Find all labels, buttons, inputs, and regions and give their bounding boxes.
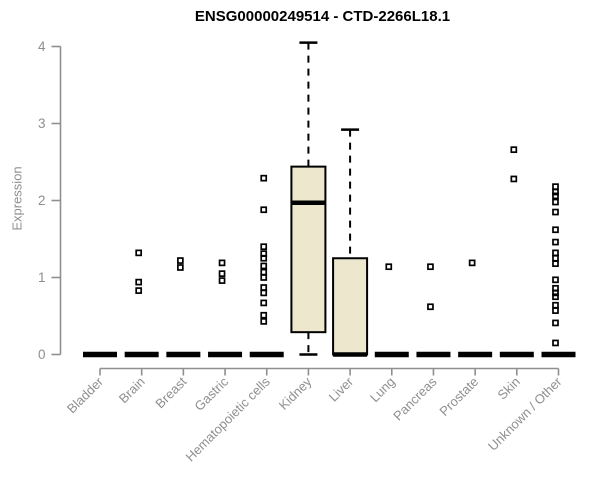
data-point-unknown-other <box>552 226 559 234</box>
data-point-unknown-other <box>552 208 559 216</box>
data-point-unknown-other <box>552 307 559 314</box>
x-tick-label-bladder: Bladder <box>64 374 107 417</box>
zero-box-unknown-other <box>541 351 576 358</box>
data-point-brain <box>135 249 143 257</box>
zero-box-breast <box>166 351 201 358</box>
data-point-unknown-other <box>552 249 559 257</box>
data-point-hematopoietic-cells <box>260 262 268 270</box>
data-point-unknown-other <box>552 339 559 347</box>
zero-box-skin <box>499 351 534 358</box>
data-point-gastric <box>218 277 226 284</box>
data-point-unknown-other <box>552 192 559 200</box>
data-point-pancreas <box>427 303 434 311</box>
zero-box-pancreas <box>416 351 451 358</box>
data-point-lung <box>385 263 393 271</box>
chart-title: ENSG00000249514 - CTD-2266L18.1 <box>194 8 451 25</box>
x-tick-label-gastric: Gastric <box>191 374 231 414</box>
x-tick-label-unknown-other: Unknown / Other <box>485 374 565 454</box>
x-tick-label-brain: Brain <box>116 374 148 406</box>
data-point-hematopoietic-cells <box>260 318 268 325</box>
data-point-gastric <box>218 259 226 267</box>
box-liver <box>332 257 369 356</box>
data-point-hematopoietic-cells <box>260 243 268 251</box>
box-kidney <box>290 165 327 334</box>
data-point-unknown-other <box>552 198 559 206</box>
x-tick-label-skin: Skin <box>494 374 522 402</box>
data-point-brain <box>135 278 143 286</box>
data-point-unknown-other <box>552 289 559 297</box>
data-point-unknown-other <box>552 238 559 246</box>
data-point-unknown-other <box>552 301 559 309</box>
zero-box-prostate <box>458 351 493 358</box>
data-point-hematopoietic-cells <box>260 174 268 182</box>
zero-box-hematopoietic-cells <box>249 351 284 358</box>
data-point-hematopoietic-cells <box>260 299 268 307</box>
data-point-hematopoietic-cells <box>260 289 268 297</box>
data-point-pancreas <box>427 263 434 271</box>
data-point-breast <box>177 264 184 271</box>
zero-box-lung <box>374 351 409 358</box>
data-point-unknown-other <box>552 188 559 196</box>
zero-box-brain <box>124 351 159 358</box>
zero-box-bladder <box>83 351 117 358</box>
data-point-hematopoietic-cells <box>260 206 268 214</box>
data-point-unknown-other <box>552 260 559 267</box>
data-point-hematopoietic-cells <box>260 268 268 276</box>
data-point-unknown-other <box>552 319 559 327</box>
data-point-skin <box>510 146 518 154</box>
data-point-unknown-other <box>552 254 559 262</box>
data-point-unknown-other <box>552 183 559 190</box>
zero-box-gastric <box>208 351 243 358</box>
data-point-unknown-other <box>552 293 559 301</box>
data-point-hematopoietic-cells <box>260 311 268 319</box>
y-tick-label: 4 <box>38 39 46 54</box>
data-point-hematopoietic-cells <box>260 254 268 262</box>
data-point-brain <box>135 287 143 294</box>
x-tick-label-prostate: Prostate <box>436 374 481 419</box>
data-point-breast <box>177 257 184 264</box>
data-point-hematopoietic-cells <box>260 284 268 291</box>
y-tick-label: 2 <box>38 193 46 208</box>
x-tick-label-pancreas: Pancreas <box>390 374 440 424</box>
data-point-prostate <box>468 259 476 267</box>
data-point-unknown-other <box>552 276 559 284</box>
x-tick-label-liver: Liver <box>326 374 357 405</box>
x-tick-label-breast: Breast <box>152 374 189 411</box>
data-point-gastric <box>218 270 226 277</box>
y-tick-label: 3 <box>38 116 46 131</box>
x-tick-label-kidney: Kidney <box>276 374 315 413</box>
x-tick-label-lung: Lung <box>367 374 398 405</box>
data-point-hematopoietic-cells <box>260 274 268 281</box>
y-tick-label: 0 <box>38 347 46 362</box>
data-point-skin <box>510 175 518 183</box>
y-tick-label: 1 <box>38 270 46 285</box>
